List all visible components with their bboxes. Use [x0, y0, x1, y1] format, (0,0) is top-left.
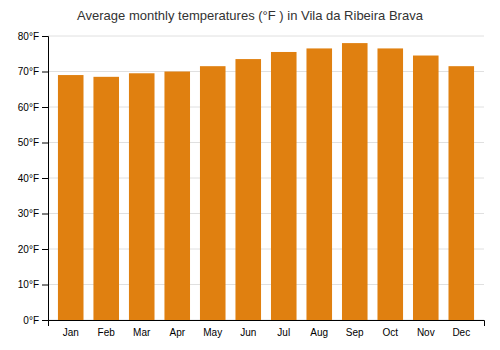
title: Average monthly temperatures (°F ) in Vi…	[77, 8, 424, 23]
tick-label: Aug	[310, 327, 328, 338]
tick: Feb	[98, 327, 116, 338]
tick-mark	[42, 320, 48, 321]
tick-label: 60°F	[18, 102, 39, 113]
tick-mark	[42, 107, 48, 108]
tick-label: Nov	[417, 327, 435, 338]
tick: Aug	[310, 327, 328, 338]
bar	[342, 43, 368, 320]
tick: 80°F	[18, 31, 48, 42]
tick-mark	[42, 249, 48, 250]
tick: Mar	[133, 327, 151, 338]
tick-label: Dec	[452, 327, 470, 338]
tick-label: 70°F	[18, 66, 39, 77]
tick-label: Apr	[169, 327, 185, 338]
tick: 10°F	[18, 279, 48, 290]
tick: 60°F	[18, 102, 48, 113]
bars	[58, 43, 474, 320]
tick: May	[203, 327, 222, 338]
tick: Apr	[169, 327, 185, 338]
tick: 30°F	[18, 208, 48, 219]
tick: 0°F	[23, 315, 48, 326]
tick-mark	[42, 36, 48, 37]
bar	[377, 48, 403, 320]
tick-label: Jun	[240, 327, 256, 338]
bar	[413, 56, 439, 320]
tick-label: 20°F	[18, 244, 39, 255]
tick: 70°F	[18, 66, 48, 77]
tick-mark	[42, 214, 48, 215]
tick: 40°F	[18, 173, 48, 184]
tick-label: Feb	[98, 327, 116, 338]
bar	[448, 66, 474, 320]
tick: Jan	[63, 327, 79, 338]
tick-mark	[42, 143, 48, 144]
tick: Oct	[382, 327, 398, 338]
plot: 0°F 10°F 20°F 30°F 40°F 50°F 60°F 70°F 80°F Jan Fe…	[18, 31, 485, 338]
tick-label: 50°F	[18, 137, 39, 148]
tick-label: 30°F	[18, 208, 39, 219]
tick-label: Mar	[133, 327, 151, 338]
tick: 50°F	[18, 137, 48, 148]
tick: Jun	[240, 327, 256, 338]
bar	[235, 59, 261, 320]
bar	[58, 75, 84, 320]
tick: Nov	[417, 327, 435, 338]
bar	[164, 72, 190, 321]
tick-label: 0°F	[23, 315, 39, 326]
tick: Jul	[277, 327, 290, 338]
bar	[200, 66, 226, 320]
tick: Dec	[452, 327, 470, 338]
tick-label: Jan	[63, 327, 79, 338]
tick-label: May	[203, 327, 222, 338]
tick-mark	[42, 72, 48, 73]
axis-line	[42, 37, 49, 321]
tick-label: Oct	[382, 327, 398, 338]
y-axis: 0°F 10°F 20°F 30°F 40°F 50°F 60°F 70°F 80°F	[18, 31, 49, 326]
tick-label: 10°F	[18, 279, 39, 290]
tick-label: 80°F	[18, 31, 39, 42]
bar	[306, 48, 332, 320]
bar	[129, 73, 155, 320]
chart: Average monthly temperatures (°F ) in Vi…	[0, 0, 500, 350]
tick: Sep	[346, 327, 364, 338]
grid-line	[48, 36, 484, 37]
axis-line	[49, 321, 485, 327]
tick-mark	[42, 178, 48, 179]
grid	[48, 36, 484, 320]
tick-label: Jul	[277, 327, 290, 338]
bar	[271, 52, 297, 320]
tick-label: Sep	[346, 327, 364, 338]
x-axis: Jan Feb Mar Apr May Jun Jul Aug Sep Oct Nov Dec	[49, 321, 485, 339]
bar	[93, 77, 119, 320]
tick-mark	[42, 285, 48, 286]
tick: 20°F	[18, 244, 48, 255]
tick-label: 40°F	[18, 173, 39, 184]
